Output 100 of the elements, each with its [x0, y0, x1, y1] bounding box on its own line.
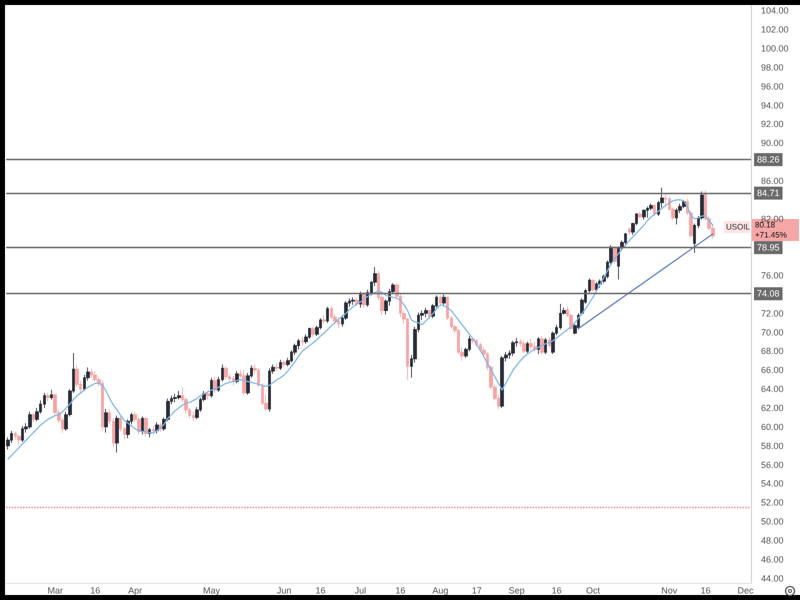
y-tick-label: 64.00: [761, 384, 784, 394]
candlestick: [268, 368, 271, 412]
candlestick: [17, 434, 21, 444]
x-tick-label: Dec: [738, 586, 754, 596]
candlestick: [32, 412, 35, 423]
y-tick-label: 54.00: [761, 478, 784, 489]
x-tick-label: Oct: [586, 586, 600, 596]
y-tick-label: 94.00: [761, 100, 784, 110]
y-tick-label: 52.00: [761, 498, 784, 508]
candlestick: [224, 366, 228, 380]
candlestick: [152, 426, 155, 435]
candlestick: [50, 390, 53, 400]
y-tick-label: 100.00: [761, 44, 789, 54]
candlestick: [330, 305, 333, 320]
x-tick-label: 16: [395, 586, 406, 596]
y-tick-label: 68.00: [761, 346, 784, 356]
candlestick: [115, 415, 119, 453]
candlestick: [500, 356, 504, 408]
candlestick: [104, 408, 108, 433]
candlestick: [439, 295, 442, 306]
candlestick: [257, 368, 260, 388]
candlestick: [311, 326, 315, 338]
x-tick-label: 16: [90, 586, 100, 596]
x-tick-label: May: [202, 586, 220, 596]
candlestick: [638, 212, 642, 220]
y-tick-label: 48.00: [761, 535, 784, 546]
candlestick: [664, 194, 667, 207]
candlestick: [308, 327, 311, 340]
annotation: USOIL: [726, 222, 751, 232]
candlestick: [537, 336, 540, 354]
y-tick-label: 90.00: [761, 138, 784, 148]
ref-line-label: 74.08: [757, 288, 780, 299]
y-tick-label: 66.00: [761, 365, 784, 376]
candlestick: [282, 360, 286, 368]
candlestick: [326, 306, 329, 324]
x-tick-label: Sep: [508, 586, 525, 596]
candlestick: [141, 416, 144, 435]
y-tick-label: 76.00: [761, 270, 784, 281]
candlestick: [28, 411, 32, 430]
line-series: [7, 199, 714, 460]
x-tick-label: Jul: [354, 586, 366, 596]
candlestick: [646, 206, 649, 218]
candlestick: [14, 431, 17, 441]
candlestick: [424, 307, 428, 318]
x-tick-label: Aug: [432, 586, 448, 596]
candlestick: [628, 226, 631, 236]
x-tick-label: Nov: [661, 586, 678, 596]
candlestick: [192, 411, 195, 422]
candlestick: [544, 338, 547, 354]
candlestick: [101, 380, 104, 432]
candlestick: [337, 316, 340, 328]
candlestick: [591, 278, 595, 292]
candlestick: [529, 338, 533, 350]
y-tick-label: 86.00: [761, 176, 784, 186]
y-tick-label: 70.00: [761, 327, 784, 338]
y-tick-label: 104.00: [761, 6, 789, 16]
y-tick-label: 96.00: [761, 81, 784, 92]
candlestick: [526, 341, 529, 354]
candlestick: [322, 314, 326, 324]
y-tick-label: 102.00: [761, 24, 789, 35]
candlestick: [301, 336, 304, 346]
x-tick-label: 16: [315, 586, 326, 596]
candlestick: [144, 417, 148, 437]
y-tick-label: 72.00: [761, 308, 784, 318]
candlestick: [428, 309, 431, 320]
x-tick-label: Apr: [128, 586, 142, 596]
candlestick: [177, 390, 181, 400]
y-tick-label: 62.00: [761, 402, 784, 413]
y-tick-label: 98.00: [761, 62, 784, 72]
candlestick: [351, 296, 355, 306]
x-tick-label: Jun: [276, 586, 292, 596]
candlestick: [210, 377, 213, 398]
ref-line-label: 88.26: [757, 154, 780, 165]
candlestick: [275, 363, 279, 372]
y-tick-label: 44.00: [761, 573, 784, 584]
text: +71.45%: [755, 230, 787, 240]
y-tick-label: 56.00: [761, 460, 784, 470]
candlestick: [21, 426, 24, 442]
candlestick: [642, 208, 646, 220]
x-tick-label: Mar: [47, 586, 63, 596]
candlestick: [540, 336, 544, 354]
candlestick: [173, 393, 177, 403]
y-tick-label: 92.00: [761, 119, 784, 130]
x-tick-label: 16: [700, 586, 711, 596]
y-tick-label: 60.00: [761, 422, 784, 432]
ref-line-label: 78.95: [757, 242, 780, 253]
y-tick-label: 46.00: [761, 554, 784, 564]
candlestick: [242, 370, 246, 396]
candlestick: [675, 208, 678, 225]
x-tick-label: 16: [552, 586, 562, 596]
y-tick-label: 50.00: [761, 516, 784, 527]
candlestick: [93, 370, 97, 382]
candlestick: [206, 390, 210, 400]
candlestick: [279, 359, 282, 371]
candlestick: [522, 340, 526, 354]
candlestick: [511, 340, 515, 356]
x-tick-label: 17: [472, 586, 482, 596]
candlestick: [90, 368, 93, 378]
candlestick: [442, 294, 446, 306]
y-tick-label: 58.00: [761, 440, 784, 451]
